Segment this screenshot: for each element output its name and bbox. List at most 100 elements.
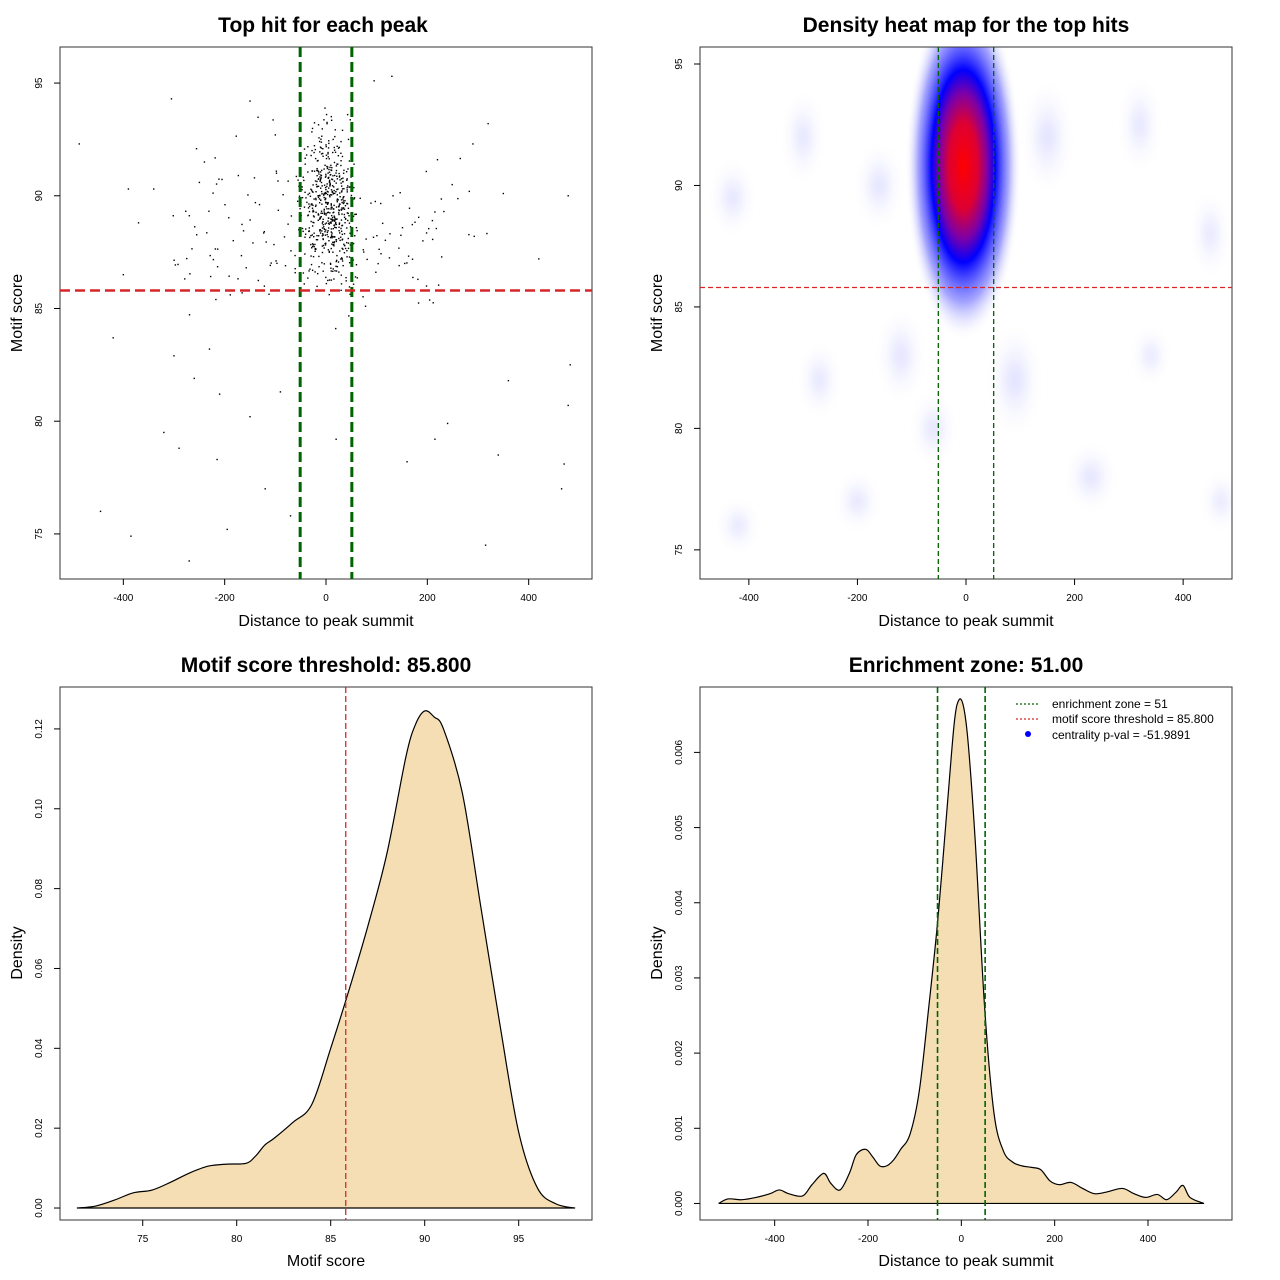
data-point [342, 177, 344, 179]
data-point [320, 147, 323, 149]
data-point [326, 193, 329, 196]
data-point [112, 337, 114, 339]
data-point [327, 222, 330, 225]
data-point [440, 256, 443, 258]
data-point [343, 195, 345, 198]
data-point [333, 242, 335, 244]
data-point [314, 180, 317, 182]
data-point [312, 184, 314, 186]
data-point [310, 220, 312, 223]
x-tick-label: -400 [113, 593, 133, 604]
y-tick-label: 80 [34, 415, 45, 427]
data-point [322, 238, 324, 241]
data-point [353, 163, 355, 165]
data-point [417, 216, 420, 219]
reference-lines [60, 47, 592, 579]
data-point [417, 278, 419, 281]
data-point [325, 282, 328, 285]
data-point [318, 173, 320, 175]
data-point [298, 195, 301, 197]
data-point [318, 255, 320, 258]
data-point [417, 302, 420, 304]
data-point [203, 161, 206, 163]
data-point [323, 263, 326, 265]
data-point [560, 488, 563, 490]
data-point [348, 315, 350, 317]
data-point [325, 276, 327, 279]
data-point [320, 138, 322, 140]
data-point [338, 176, 341, 178]
data-point [332, 227, 335, 230]
data-point [325, 214, 327, 216]
data-point [347, 207, 350, 210]
data-point [310, 204, 312, 206]
data-point [333, 244, 335, 246]
data-point [323, 208, 325, 211]
data-point [258, 203, 261, 206]
data-point [331, 190, 333, 193]
data-point [228, 275, 230, 277]
data-point [431, 238, 434, 241]
data-point [334, 192, 336, 195]
data-point [313, 235, 315, 238]
data-point [194, 226, 196, 228]
data-point [333, 204, 335, 207]
data-point [353, 197, 356, 199]
data-point [398, 264, 400, 267]
data-point [336, 265, 339, 268]
data-point [335, 240, 338, 243]
data-point [330, 267, 332, 269]
data-point [330, 208, 332, 210]
data-point [326, 165, 328, 168]
data-point [340, 208, 342, 211]
data-point [366, 258, 368, 261]
data-point [311, 190, 313, 193]
data-point [308, 270, 310, 272]
data-point [336, 198, 339, 200]
data-point [323, 196, 325, 199]
data-point [253, 177, 256, 179]
data-point [333, 180, 336, 182]
data-point [468, 190, 470, 193]
data-point [311, 243, 314, 245]
x-tick-label: -400 [765, 1234, 785, 1245]
data-point [333, 278, 335, 280]
data-point [328, 158, 330, 160]
data-point [332, 175, 334, 177]
data-point [344, 218, 347, 220]
data-point [325, 229, 327, 231]
data-point [218, 178, 220, 180]
data-point [332, 208, 335, 210]
data-point [327, 201, 329, 204]
data-point [318, 198, 321, 200]
data-point [193, 377, 195, 380]
y-tick-label: 0.001 [674, 1115, 685, 1140]
data-point [307, 207, 310, 209]
data-point [237, 174, 240, 177]
data-point [328, 223, 330, 225]
data-point [324, 193, 327, 195]
y-tick-label: 75 [674, 544, 685, 556]
data-point [322, 224, 324, 226]
data-point [296, 200, 299, 202]
data-point [321, 135, 323, 137]
data-point [127, 188, 130, 190]
data-point [538, 258, 540, 260]
data-point [326, 122, 328, 125]
data-point [337, 261, 340, 263]
y-tick-label: 0.00 [34, 1198, 45, 1218]
data-point [331, 236, 333, 239]
data-point [376, 234, 378, 237]
data-point [310, 243, 312, 246]
data-point [170, 98, 173, 100]
data-point [440, 198, 443, 200]
data-point [301, 188, 303, 191]
data-point [307, 214, 309, 217]
data-point [326, 231, 329, 233]
data-point [348, 256, 351, 258]
data-point [312, 204, 314, 207]
data-point [328, 168, 330, 171]
data-point [327, 220, 329, 222]
data-point [334, 218, 336, 220]
data-point [325, 154, 328, 156]
